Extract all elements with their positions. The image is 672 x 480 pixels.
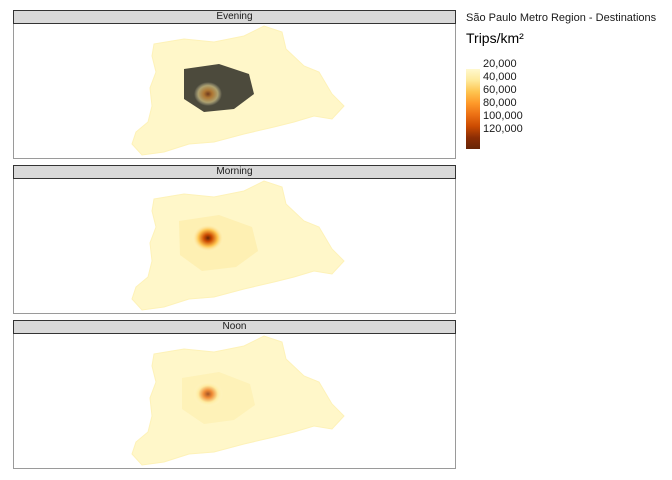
facet-strip-evening: Evening xyxy=(13,10,456,24)
legend-tick-label: 40,000 xyxy=(483,71,517,83)
map-plot-noon xyxy=(13,334,456,469)
legend-tick-label: 120,000 xyxy=(483,123,523,135)
legend-tick-label: 20,000 xyxy=(483,58,517,70)
map-plot-morning xyxy=(13,179,456,314)
legend-title: São Paulo Metro Region - Destinations xyxy=(466,12,657,24)
facet-panel-morning: Morning xyxy=(13,165,456,314)
facet-strip-noon: Noon xyxy=(13,320,456,334)
map-plot-evening xyxy=(13,24,456,159)
legend-colorbar xyxy=(466,69,480,149)
metro-region-map-noon xyxy=(131,335,345,466)
facet-strip-morning: Morning xyxy=(13,165,456,179)
legend-fill-title: Trips/km² xyxy=(466,30,524,46)
metro-region-map-evening xyxy=(131,25,345,156)
metro-region-map-morning xyxy=(131,180,345,311)
legend-tick-label: 60,000 xyxy=(483,84,517,96)
legend-tick-label: 80,000 xyxy=(483,97,517,109)
center-hotspot-noon xyxy=(193,381,223,407)
center-hotspot-evening xyxy=(194,82,222,106)
legend: São Paulo Metro Region - Destinations Tr… xyxy=(466,12,666,149)
legend-tick-label: 100,000 xyxy=(483,110,523,122)
facet-panel-evening: Evening xyxy=(13,10,456,159)
facet-panel-noon: Noon xyxy=(13,320,456,469)
center-hotspot-morning xyxy=(192,224,224,252)
